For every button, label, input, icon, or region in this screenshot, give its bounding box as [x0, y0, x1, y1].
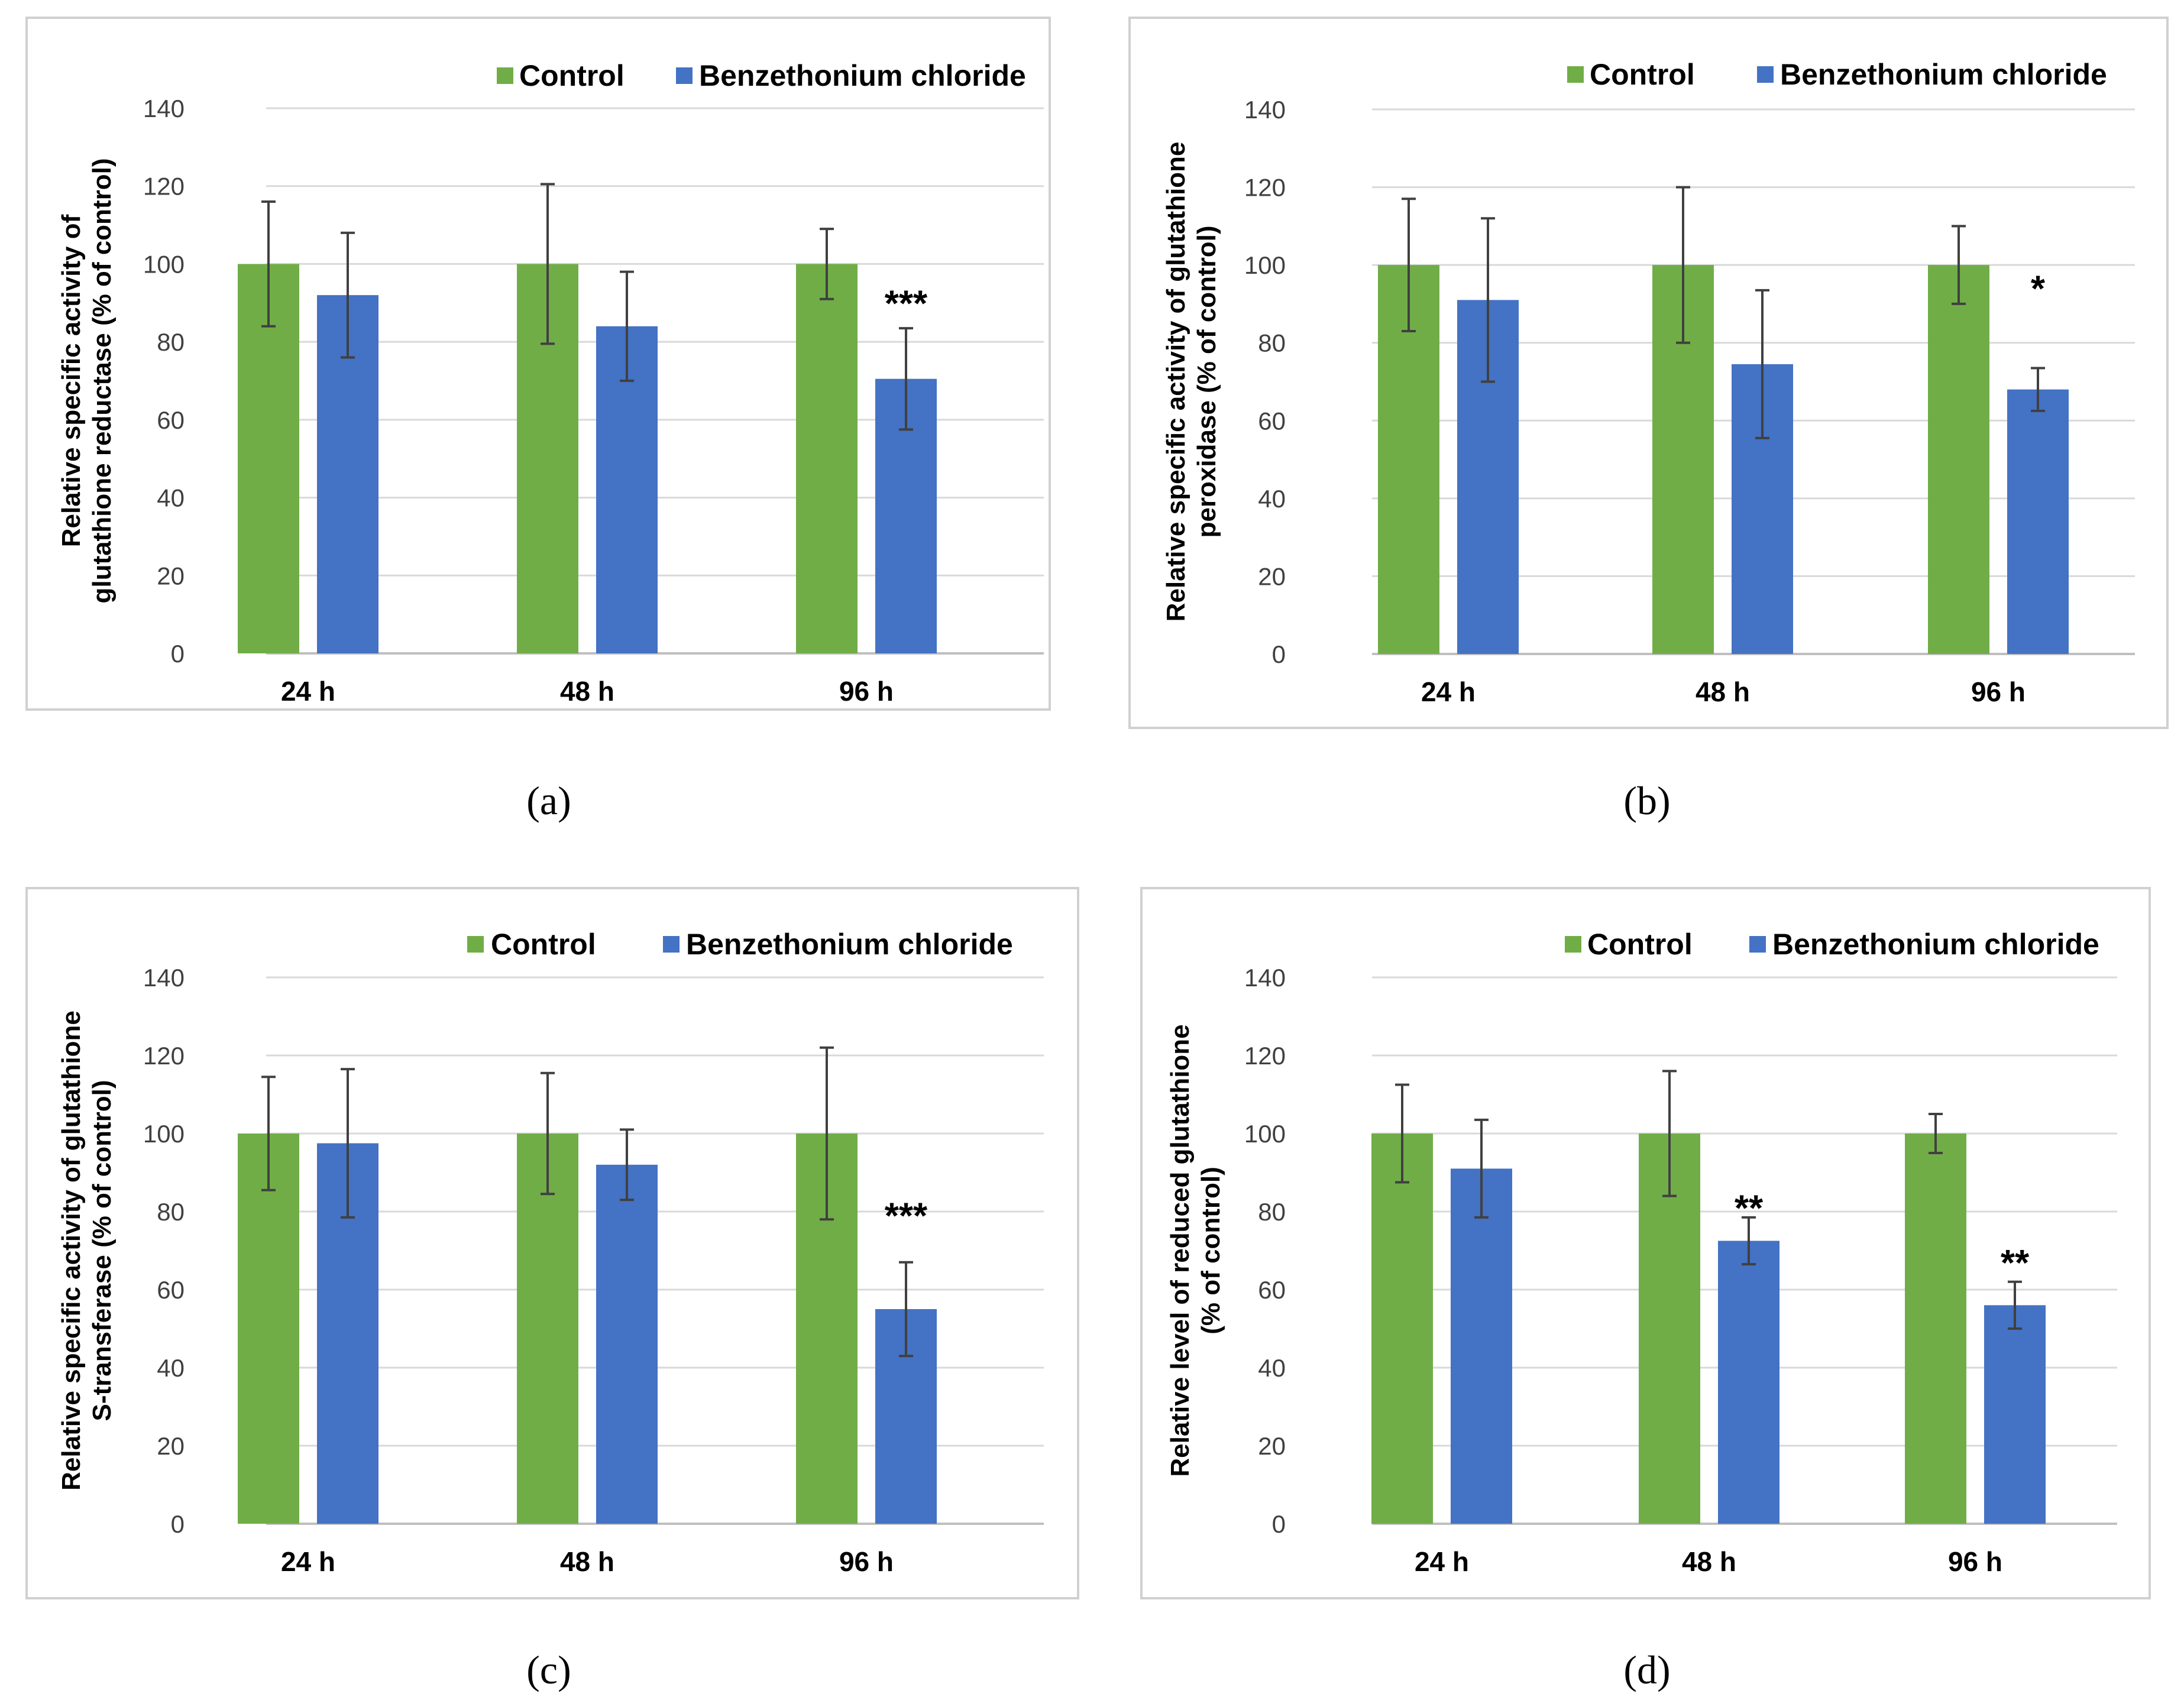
legend-label: Control: [1590, 58, 1695, 91]
legend-swatch: [1567, 66, 1584, 83]
bar-control: [1371, 1134, 1433, 1524]
y-tick-label: 80: [157, 328, 185, 356]
y-tick-label: 20: [1258, 562, 1286, 590]
bar-benzethonium-chloride: [1718, 1241, 1779, 1524]
y-tick-label: 40: [157, 484, 185, 512]
y-tick-label: 120: [1244, 174, 1286, 202]
y-tick-label: 100: [1244, 1120, 1286, 1148]
y-tick-label: 60: [1258, 1276, 1286, 1304]
bar-control: [238, 264, 299, 653]
chart-border: [1128, 17, 2169, 729]
x-tick-label: 96 h: [1948, 1546, 2002, 1577]
x-tick-label: 24 h: [281, 1546, 335, 1577]
y-tick-label: 120: [143, 1042, 185, 1070]
y-tick-label: 140: [143, 95, 185, 122]
y-tick-label: 0: [1272, 640, 1286, 668]
y-tick-label: 120: [143, 173, 185, 200]
y-tick-label: 20: [1258, 1432, 1286, 1460]
x-tick-label: 96 h: [1971, 676, 2026, 707]
y-tick-label: 120: [1244, 1042, 1286, 1070]
x-tick-label: 48 h: [560, 1546, 614, 1577]
y-tick-label: 60: [157, 1276, 185, 1304]
y-tick-label: 80: [1258, 329, 1286, 357]
x-tick-label: 96 h: [839, 676, 894, 707]
y-tick-label: 0: [171, 1510, 185, 1538]
x-tick-label: 24 h: [281, 676, 335, 707]
chart-panel-1: 0 20 40 60 80 100 120 140 24 h 48 h 96 h *** Control…: [25, 17, 1051, 823]
significance-marker: *: [2031, 269, 2046, 310]
y-axis-label: Relative specific activity of glutathion…: [57, 1011, 117, 1491]
bar-control: [796, 264, 858, 653]
legend-label: Control: [1587, 928, 1693, 961]
x-tick-label: 48 h: [1696, 676, 1750, 707]
bar-benzethonium-chloride: [1451, 1168, 1512, 1524]
y-tick-label: 40: [1258, 485, 1286, 513]
y-axis-label: Relative specific activity ofglutathione…: [57, 158, 117, 604]
panel-label: (d): [1623, 1647, 1670, 1692]
significance-marker: ***: [885, 1196, 928, 1237]
y-axis-label: Relative level of reduced glutathione(% …: [1166, 1024, 1225, 1476]
legend-label: Control: [491, 928, 596, 961]
legend-label: Benzethonium chloride: [686, 928, 1013, 961]
y-tick-label: 20: [157, 1432, 185, 1460]
x-tick-label: 48 h: [1682, 1546, 1736, 1577]
legend-swatch: [1757, 66, 1774, 83]
bar-benzethonium-chloride: [2007, 389, 2069, 654]
panel-label: (c): [526, 1647, 571, 1692]
legend-swatch: [676, 67, 693, 84]
legend-label: Benzethonium chloride: [1780, 58, 2107, 91]
legend-swatch: [467, 936, 484, 953]
y-axis-label: Relative specific activity of glutathion…: [1161, 142, 1221, 622]
significance-marker: **: [1735, 1188, 1764, 1229]
y-tick-label: 60: [157, 406, 185, 434]
y-tick-label: 100: [143, 250, 185, 278]
x-tick-label: 48 h: [560, 676, 614, 707]
bar-benzethonium-chloride: [596, 1164, 658, 1524]
legend-swatch: [1749, 936, 1766, 953]
significance-marker: ***: [885, 283, 928, 324]
y-tick-label: 0: [1272, 1510, 1286, 1538]
y-tick-label: 60: [1258, 407, 1286, 435]
y-tick-label: 140: [1244, 964, 1286, 992]
y-tick-label: 20: [157, 562, 185, 590]
x-tick-label: 24 h: [1421, 676, 1476, 707]
legend-swatch: [497, 67, 513, 84]
legend-label: Benzethonium chloride: [699, 59, 1026, 92]
panel-label: (a): [526, 778, 571, 823]
bar-control: [1639, 1134, 1700, 1524]
significance-marker: **: [2001, 1243, 2030, 1284]
y-tick-label: 80: [1258, 1198, 1286, 1226]
panel-label: (b): [1623, 778, 1670, 823]
y-tick-label: 80: [157, 1198, 185, 1226]
y-tick-label: 40: [157, 1354, 185, 1382]
y-tick-label: 40: [1258, 1354, 1286, 1382]
legend-swatch: [663, 936, 680, 953]
legend-swatch: [1565, 936, 1581, 953]
x-tick-label: 96 h: [839, 1546, 894, 1577]
y-tick-label: 0: [171, 640, 185, 668]
bar-control: [1928, 265, 1989, 655]
bar-control: [517, 1134, 578, 1524]
bar-control: [238, 1134, 299, 1524]
chart-panel-3: 0 20 40 60 80 100 120 140 24 h 48 h 96 h *** Control…: [25, 887, 1079, 1692]
chart-panel-4: 0 20 40 60 80 100 120 140 24 h 48 h 96 h ** ** Contro…: [1140, 887, 2151, 1692]
chart-panel-2: 0 20 40 60 80 100 120 140 24 h 48 h 96 h * Control Be…: [1128, 17, 2169, 823]
y-tick-label: 140: [143, 964, 185, 992]
legend-label: Benzethonium chloride: [1772, 928, 2099, 961]
y-tick-label: 100: [1244, 251, 1286, 279]
y-tick-label: 140: [1244, 96, 1286, 124]
y-tick-label: 100: [143, 1120, 185, 1148]
bar-benzethonium-chloride: [1984, 1305, 2046, 1524]
bar-control: [1905, 1134, 1966, 1524]
legend-label: Control: [519, 59, 625, 92]
x-tick-label: 24 h: [1415, 1546, 1469, 1577]
